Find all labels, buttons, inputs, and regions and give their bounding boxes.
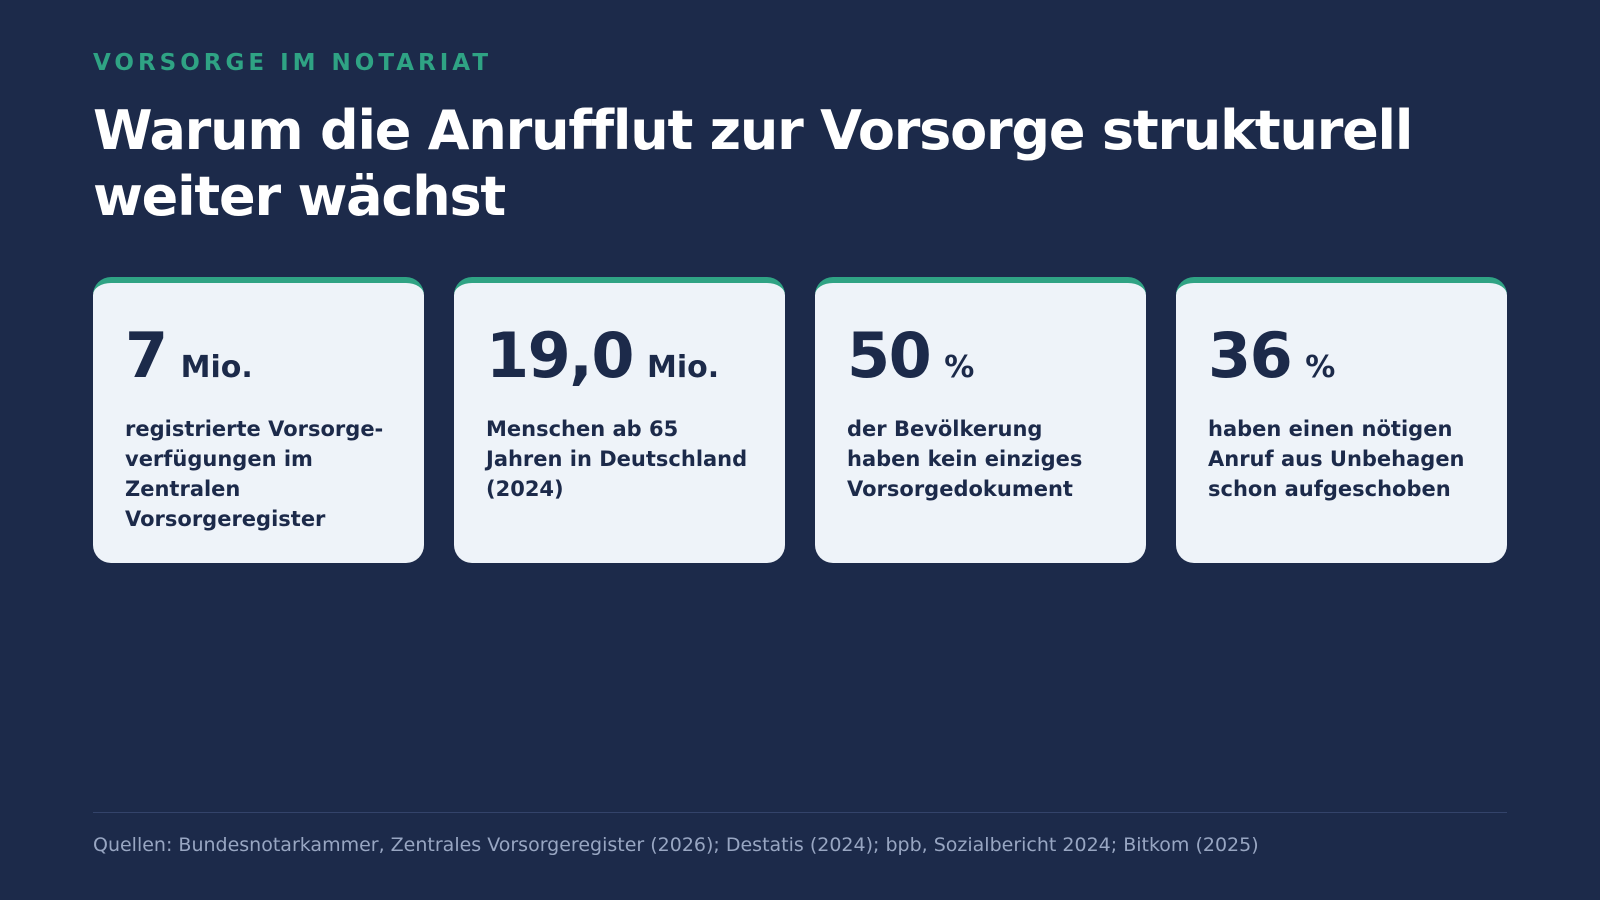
stat-description: haben einen nötigen Anruf aus Unbehagen … — [1208, 414, 1483, 504]
stat-number: 19,0 — [486, 319, 634, 392]
stat-card-registrations: 7 Mio. registrierte Vorsorge-verfügungen… — [93, 277, 424, 563]
footer-divider — [93, 812, 1507, 813]
sources-note: Quellen: Bundesnotarkammer, Zentrales Vo… — [93, 834, 1259, 856]
slide-title: Warum die Anrufflut zur Vorsorge struktu… — [93, 99, 1413, 228]
stat-description-text: haben einen nötigen Anruf aus Unbehagen … — [1208, 417, 1465, 501]
stat-number: 36 — [1208, 319, 1293, 392]
eyebrow-label: VORSORGE IM NOTARIAT — [93, 50, 493, 76]
stat-value: 50 % — [847, 320, 1122, 392]
stat-cards: 7 Mio. registrierte Vorsorge-verfügungen… — [93, 277, 1507, 563]
stat-value: 19,0 Mio. — [486, 320, 761, 392]
stat-unit: Mio. — [646, 350, 720, 385]
stat-unit: Mio. — [180, 350, 253, 385]
stat-number: 7 — [125, 319, 168, 392]
stat-unit: % — [1305, 350, 1336, 385]
stat-value: 36 % — [1208, 320, 1483, 392]
stat-card-no-document: 50 % der Bevölkerung haben kein einziges… — [815, 277, 1146, 563]
stat-card-postponed-call: 36 % haben einen nötigen Anruf aus Unbeh… — [1176, 277, 1507, 563]
stat-description-text: registrierte Vorsorge-verfügungen im Zen… — [125, 417, 384, 531]
stat-number: 50 — [847, 319, 932, 392]
stat-unit: % — [944, 350, 975, 385]
stat-description-text: der Bevölkerung haben kein einziges Vors… — [847, 417, 1083, 501]
stat-description-text: Menschen ab 65 Jahren in Deutschland (20… — [486, 417, 748, 501]
stat-value: 7 Mio. — [125, 320, 400, 392]
stat-description: registrierte Vorsorge-verfügungen im Zen… — [125, 414, 400, 534]
stat-description: der Bevölkerung haben kein einziges Vors… — [847, 414, 1122, 504]
stat-card-seniors: 19,0 Mio. Menschen ab 65 Jahren in Deuts… — [454, 277, 785, 563]
stat-description: Menschen ab 65 Jahren in Deutschland (20… — [486, 414, 761, 504]
